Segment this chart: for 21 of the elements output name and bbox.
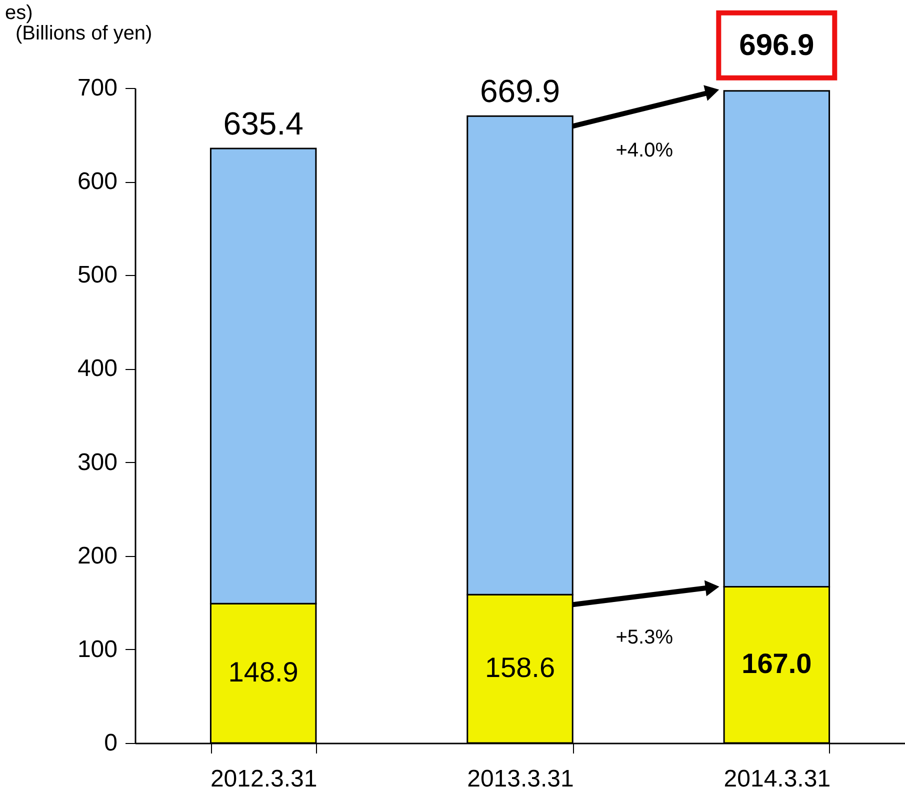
y-tick-label: 300	[77, 448, 118, 476]
total-label: 669.9	[480, 73, 560, 110]
data-label: 167.0	[742, 648, 812, 679]
y-tick-label: 200	[77, 542, 118, 570]
annotation: +4.0%	[616, 140, 674, 162]
y-tick-label: 400	[77, 355, 118, 382]
total-label: 635.4	[223, 105, 304, 142]
text: es)	[5, 2, 33, 24]
y-tick-label: 600	[77, 168, 118, 196]
annotation: +5.3%	[616, 626, 674, 649]
y-axis-title: (Billions of yen)	[16, 22, 152, 44]
y-tick-label: 500	[77, 262, 118, 289]
x-tick-label: 2013.3.31	[467, 766, 574, 792]
y-tick-label: 0	[104, 730, 118, 756]
total-label: 696.9	[739, 28, 814, 62]
data-label: 158.6	[484, 652, 556, 683]
x-tick-label: 2014.3.31	[724, 766, 831, 792]
y-tick-label: 700	[77, 74, 118, 102]
x-tick-label: 2012.3.31	[210, 766, 318, 792]
data-label: 148.9	[228, 656, 298, 688]
y-tick-label: 100	[77, 636, 118, 663]
